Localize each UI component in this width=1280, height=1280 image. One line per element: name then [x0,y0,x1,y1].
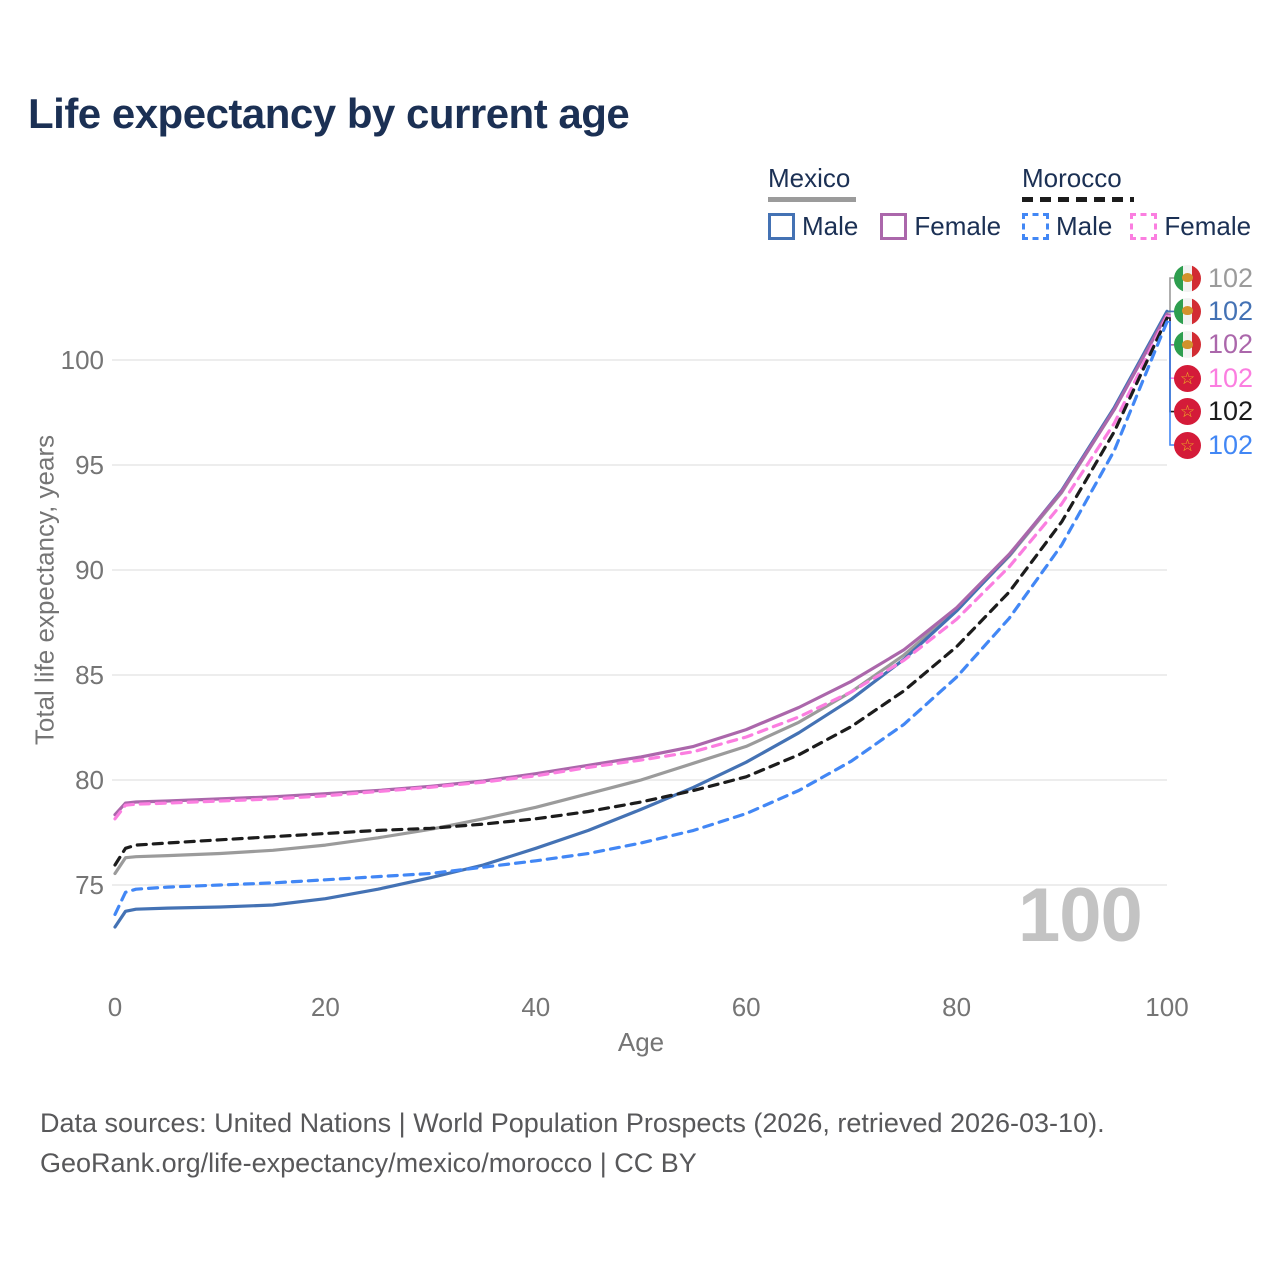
series-line-mo_female [113,314,1169,821]
end-label-mx_male: 102 [1174,295,1254,326]
legend-group-mexico: Mexico Male Female [768,163,1001,242]
series-line-mx_female [113,312,1169,817]
leader-line [1167,277,1176,313]
morocco-male-swatch-icon[interactable] [1022,213,1049,240]
legend-item-mexico-male[interactable]: Male [802,211,859,241]
leader-line [1167,321,1176,446]
y-tick-label: 95 [75,450,104,480]
end-label-mx_all: 102 [1174,262,1254,293]
x-tick-label: 20 [310,992,340,1022]
y-tick-label: 75 [75,870,104,900]
data-source-line: Data sources: United Nations | World Pop… [40,1108,1105,1138]
attribution-line: GeoRank.org/life-expectancy/mexico/moroc… [40,1148,697,1178]
x-tick-label: 40 [521,992,551,1022]
end-label-value: 102 [1208,396,1254,427]
page-title: Life expectancy by current age [28,90,630,137]
age-watermark: 100 [1018,873,1143,958]
end-label-mo_female: ☆ 102 [1174,362,1254,393]
morocco-flag-icon: ☆ [1174,364,1201,392]
morocco-flag-icon: ☆ [1174,398,1201,426]
y-tick-label: 90 [75,555,104,585]
end-label-value: 102 [1208,362,1254,393]
legend-item-mexico-female[interactable]: Female [914,211,1002,241]
legend-country-morocco[interactable]: Morocco [1022,163,1122,193]
end-label-mx_female: 102 [1174,329,1254,360]
morocco-line-style-swatch [1022,197,1134,202]
mexico-male-swatch-icon[interactable] [768,213,795,240]
end-label-mo_male: ☆ 102 [1174,429,1254,460]
end-label-value: 102 [1208,295,1254,326]
x-axis-title: Age [617,1027,665,1057]
y-tick-label: 100 [60,345,104,375]
series-line-mx_male [113,309,1169,929]
mexico-flag-icon [1174,297,1201,325]
legend-group-morocco: Morocco Male Female [1022,163,1251,242]
series-line-mo_male [113,320,1169,917]
x-tick-label: 60 [731,992,761,1022]
x-tick-label: 0 [107,992,123,1022]
x-tick-label: 80 [942,992,972,1022]
series-line-mo_all [113,316,1169,867]
mexico-line-style-swatch [768,197,856,202]
end-label-value: 102 [1208,262,1254,293]
mexico-flag-icon [1174,264,1201,292]
legend-country-mexico[interactable]: Mexico [768,163,851,193]
end-label-value: 102 [1208,329,1254,360]
mexico-flag-icon [1174,331,1201,359]
end-label-mo_all: ☆ 102 [1174,396,1254,427]
morocco-female-swatch-icon[interactable] [1130,213,1158,240]
end-label-value: 102 [1208,429,1254,460]
y-tick-label: 80 [75,765,104,795]
y-tick-label: 85 [75,660,104,690]
mexico-female-swatch-icon[interactable] [880,213,908,240]
legend-item-morocco-male[interactable]: Male [1056,211,1113,241]
morocco-flag-icon: ☆ [1174,431,1201,459]
legend-item-morocco-female[interactable]: Female [1164,211,1252,241]
y-axis-title: Total life expectancy, years [29,434,60,746]
x-tick-label: 100 [1145,992,1189,1022]
